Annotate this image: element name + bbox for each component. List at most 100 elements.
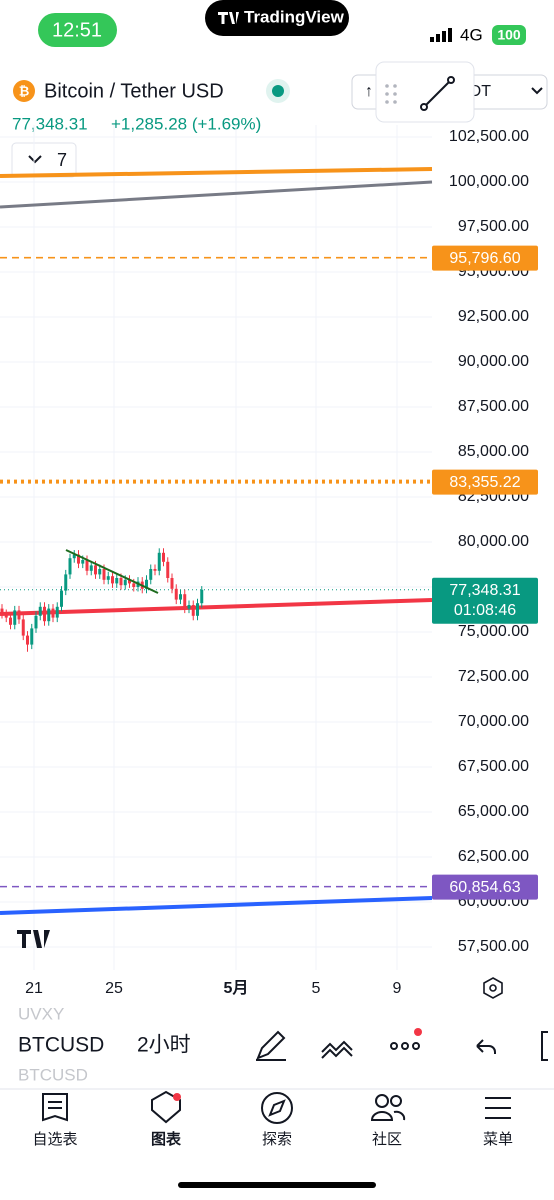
more-tool[interactable] bbox=[390, 1042, 420, 1050]
candle-body bbox=[179, 594, 182, 600]
time-label: 21 bbox=[25, 980, 43, 997]
candle-body bbox=[162, 552, 165, 562]
candle-body bbox=[183, 594, 187, 609]
price-tick-label: 85,000.00 bbox=[458, 443, 529, 460]
level-tag bbox=[432, 245, 538, 271]
drawn-trendline bbox=[0, 180, 433, 209]
candle-body bbox=[128, 579, 131, 584]
tab-label[interactable]: 探索 bbox=[262, 1131, 292, 1148]
candle-body bbox=[26, 635, 29, 645]
signal-icon bbox=[430, 28, 452, 42]
candle-body bbox=[123, 579, 127, 586]
price-tick-label: 57,500.00 bbox=[458, 938, 529, 955]
candle-body bbox=[21, 619, 25, 636]
candle-body bbox=[13, 610, 17, 625]
price-tick-label: 102,500.00 bbox=[449, 128, 529, 145]
candle-body bbox=[187, 605, 191, 609]
candle-body bbox=[17, 610, 21, 620]
toolbar-symbol[interactable]: BTCUSD bbox=[18, 1034, 104, 1057]
candle-body bbox=[166, 561, 170, 578]
tv-watermark bbox=[17, 930, 50, 948]
battery-level: 100 bbox=[497, 27, 521, 43]
undo[interactable] bbox=[476, 1039, 496, 1054]
time-axis: 21 25 5月 5 9 bbox=[25, 979, 401, 997]
drawn-trendline bbox=[0, 896, 433, 915]
arrow-up: ↑ bbox=[365, 83, 373, 100]
current-price-label: 77,348.31 bbox=[449, 582, 520, 599]
home-indicator bbox=[178, 1182, 376, 1188]
ghost-symbol: BTCUSD bbox=[18, 1065, 88, 1084]
price-tick-label: 80,000.00 bbox=[458, 533, 529, 550]
price-tick-label: 87,500.00 bbox=[458, 398, 529, 415]
drawing-toolbar[interactable] bbox=[375, 61, 475, 123]
draw-tool[interactable] bbox=[256, 1030, 286, 1061]
time-label: 9 bbox=[393, 980, 402, 997]
candle-body bbox=[4, 614, 8, 618]
drawn-trendline bbox=[65, 549, 159, 594]
price-tick-label: 67,500.00 bbox=[458, 758, 529, 775]
level-tag-label: 95,796.60 bbox=[449, 250, 520, 267]
candle-body bbox=[191, 605, 195, 616]
symbol-title[interactable]: Bitcoin / Tether USD bbox=[44, 80, 224, 102]
candle-body bbox=[98, 569, 102, 575]
candle-body bbox=[60, 590, 63, 607]
tab-label[interactable]: 图表 bbox=[151, 1130, 182, 1148]
last-price: 77,348.31 bbox=[12, 114, 88, 133]
candle-body bbox=[43, 606, 46, 622]
candle-body bbox=[94, 565, 97, 575]
app-pill bbox=[205, 0, 349, 36]
candle-body bbox=[38, 606, 42, 616]
candle-body bbox=[149, 569, 153, 580]
candle-body bbox=[0, 608, 4, 614]
grid bbox=[0, 125, 432, 970]
level-tag-label: 60,854.63 bbox=[449, 879, 520, 896]
price-change: +1,285.28 (+1.69%) bbox=[111, 114, 261, 133]
price-tick-label: 72,500.00 bbox=[458, 668, 529, 685]
level-tag bbox=[432, 469, 538, 495]
candle-body bbox=[102, 569, 106, 580]
trendline-tool[interactable] bbox=[420, 76, 455, 111]
candle-body bbox=[85, 560, 89, 571]
time-pill bbox=[38, 13, 117, 47]
more-panel[interactable] bbox=[541, 1031, 548, 1061]
settings-icon[interactable] bbox=[483, 977, 503, 999]
candle-body bbox=[145, 579, 148, 589]
price-tick-label: 65,000.00 bbox=[458, 803, 529, 820]
battery bbox=[492, 25, 526, 45]
candles bbox=[0, 548, 204, 652]
candle-body bbox=[72, 554, 76, 559]
collapse-chevron bbox=[28, 155, 42, 164]
tab-bar: 自选表 图表 探索 社区 菜单 bbox=[32, 1130, 513, 1148]
candle-body bbox=[34, 615, 38, 629]
price-tick-label: 90,000.00 bbox=[458, 353, 529, 370]
drag-handle bbox=[385, 84, 397, 104]
dropdown-chevron bbox=[531, 87, 543, 95]
candle-body bbox=[200, 589, 204, 604]
candle-body bbox=[89, 565, 93, 571]
time-label: 25 bbox=[105, 980, 123, 997]
app-name: TradingView bbox=[244, 7, 345, 26]
price-tick-label: 62,500.00 bbox=[458, 848, 529, 865]
candle-body bbox=[119, 578, 123, 586]
candle-body bbox=[111, 576, 114, 584]
settings-icon-center bbox=[489, 984, 497, 992]
time-label: 5月 bbox=[224, 979, 249, 997]
indicator-count: 7 bbox=[57, 150, 67, 170]
candle-body bbox=[55, 606, 59, 618]
tab-label[interactable]: 社区 bbox=[372, 1131, 402, 1148]
tab-icons bbox=[42, 1090, 511, 1124]
tab-label[interactable]: 菜单 bbox=[483, 1131, 513, 1148]
price-tick-label: 75,000.00 bbox=[458, 623, 529, 640]
candle-body bbox=[115, 578, 119, 584]
candle-body bbox=[77, 554, 80, 564]
time-label: 5 bbox=[312, 980, 321, 997]
indicators-tool[interactable] bbox=[321, 1040, 353, 1059]
network: 4G bbox=[460, 25, 483, 44]
candle-body bbox=[9, 617, 12, 625]
btc-glyph: ₿ bbox=[19, 83, 30, 98]
price-tick-label: 92,500.00 bbox=[458, 308, 529, 325]
candle-body bbox=[30, 628, 34, 645]
toolbar-interval[interactable]: 2小时 bbox=[137, 1034, 191, 1057]
tab-label[interactable]: 自选表 bbox=[32, 1131, 77, 1148]
price-tick-label: 70,000.00 bbox=[458, 713, 529, 730]
